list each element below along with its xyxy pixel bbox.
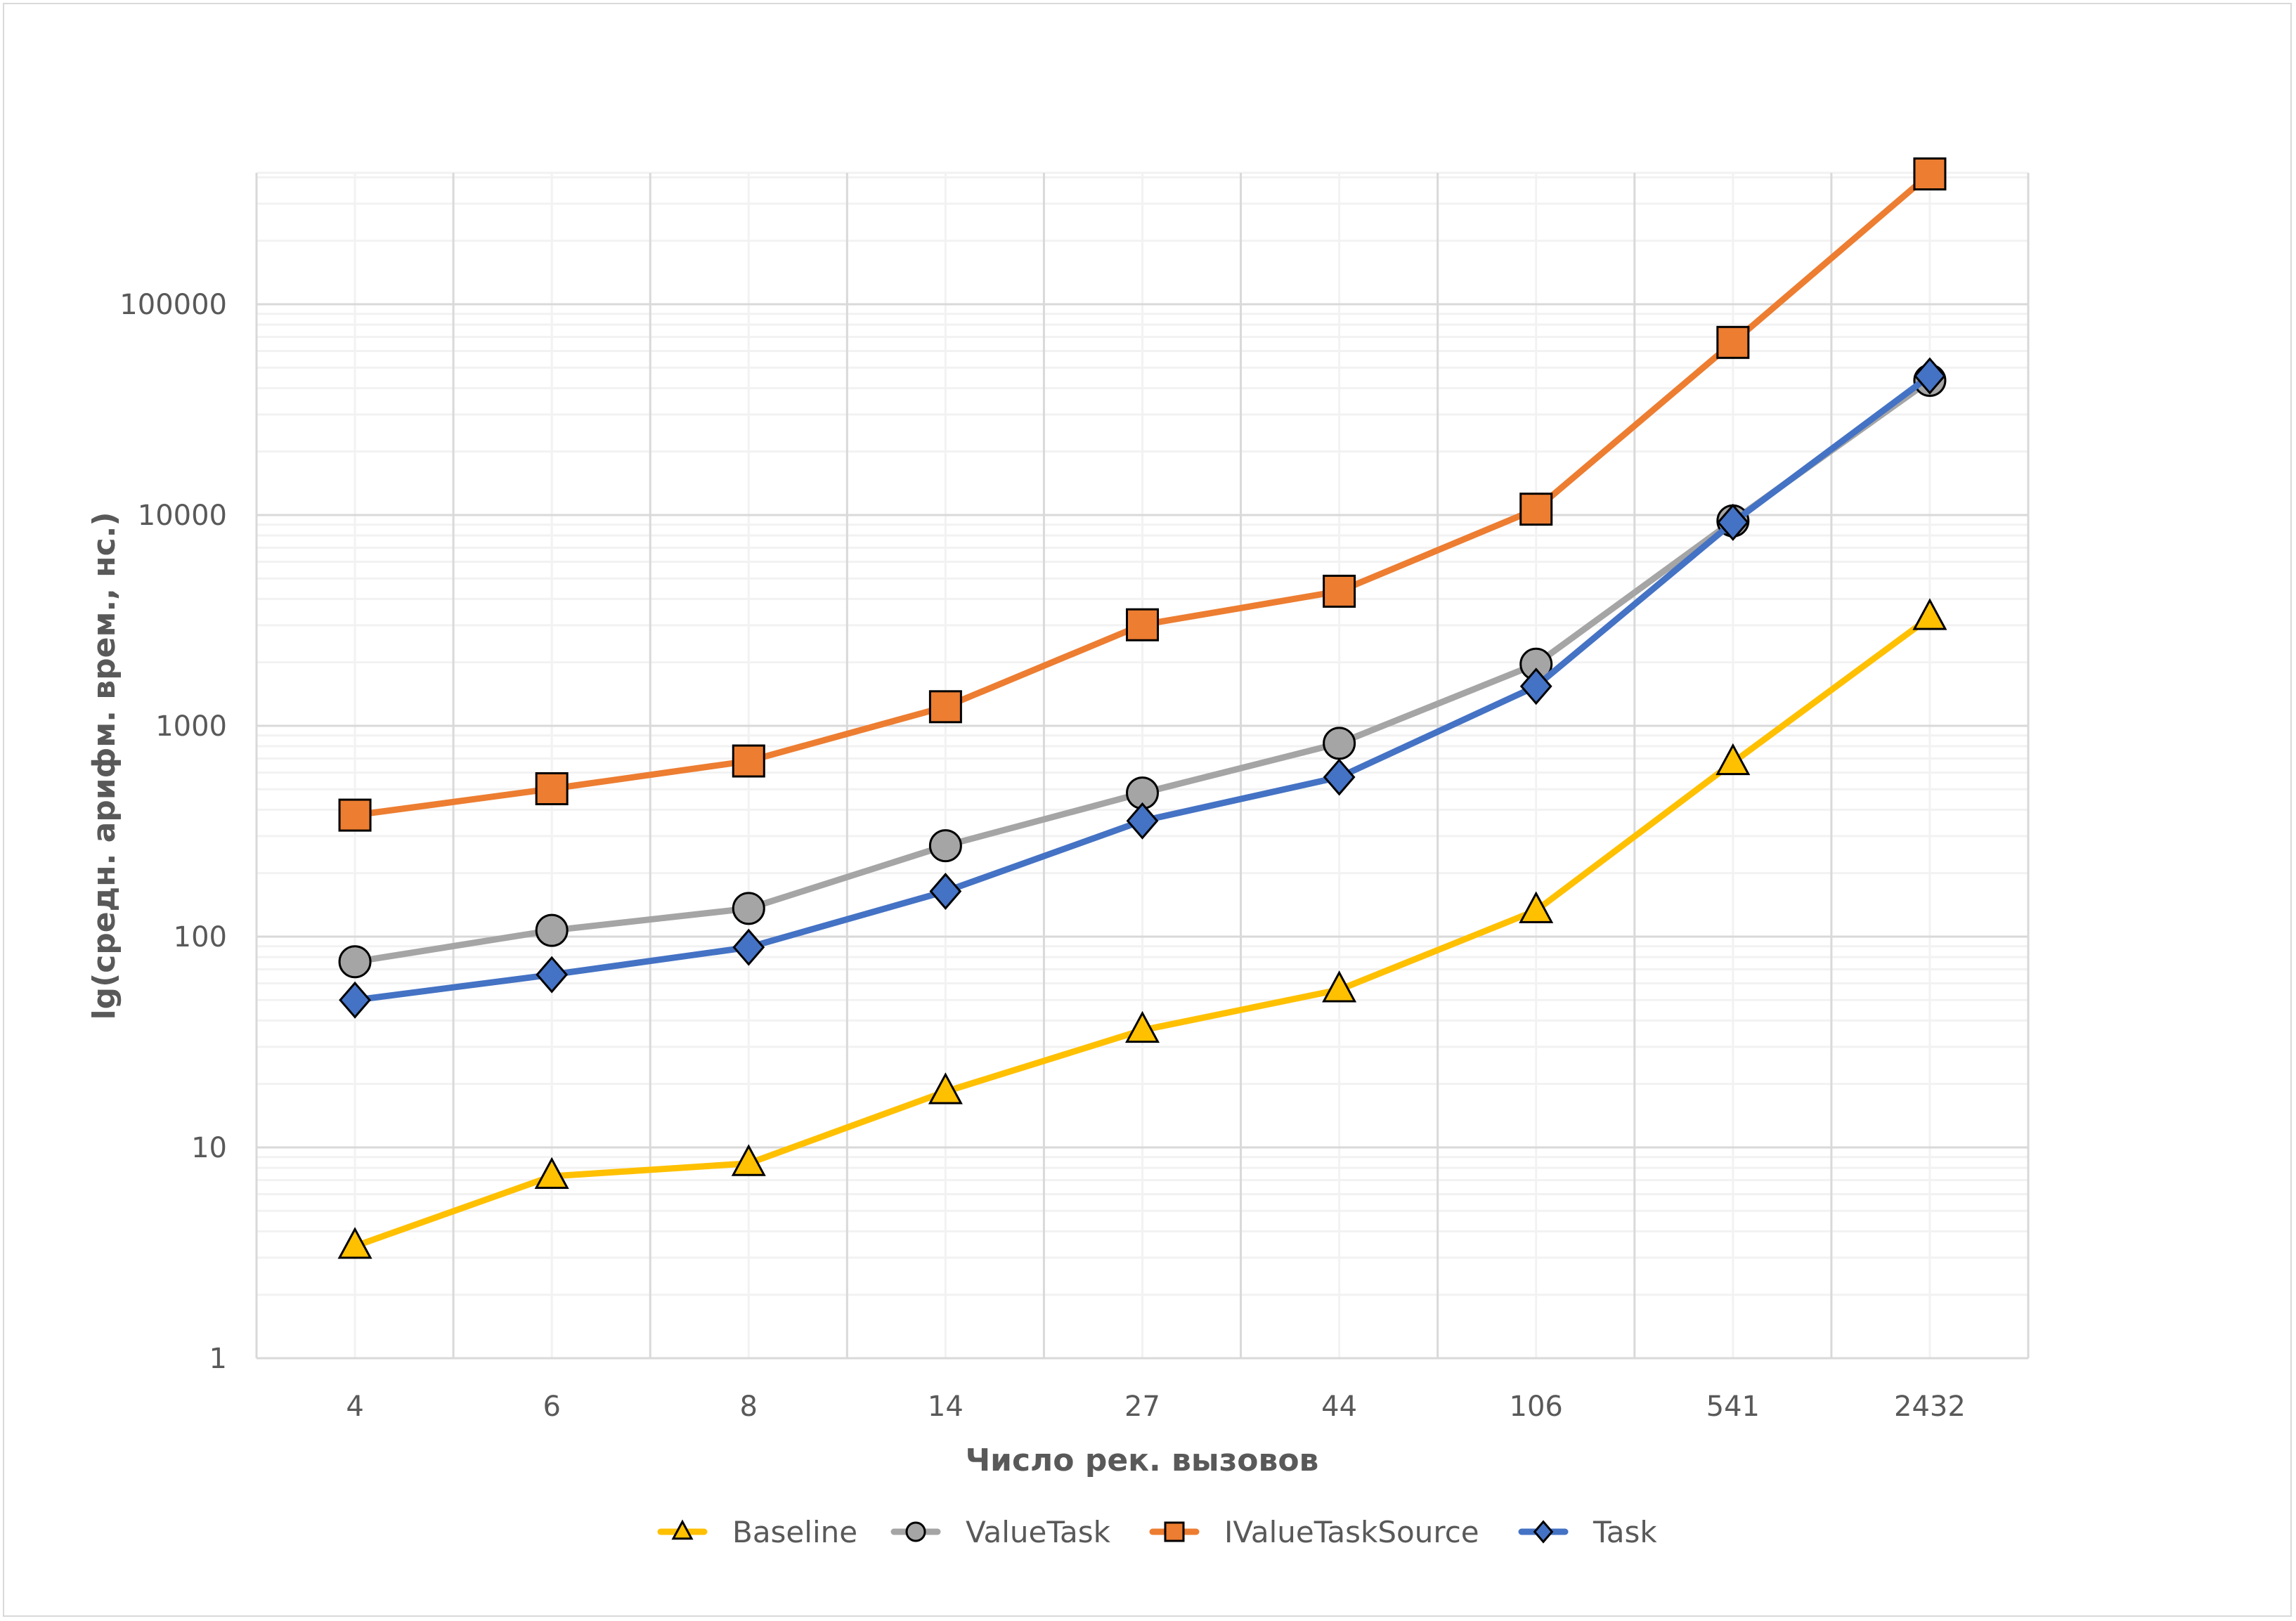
square-marker bbox=[732, 744, 765, 778]
series-group bbox=[337, 157, 1947, 1259]
triangle-marker bbox=[671, 1519, 694, 1540]
legend-item: ValueTask bbox=[890, 1515, 1111, 1549]
y-tick-label: 100000 bbox=[119, 289, 227, 321]
x-tick-label: 541 bbox=[1706, 1391, 1760, 1423]
x-tick-label: 6 bbox=[543, 1391, 560, 1423]
legend-label: Baseline bbox=[732, 1515, 857, 1549]
legend-label: ValueTask bbox=[966, 1515, 1111, 1549]
circle-marker bbox=[905, 1521, 926, 1542]
x-tick-labels: 4 6 8 14 27 44 106 541 2432 bbox=[346, 1391, 1966, 1423]
x-tick-label: 27 bbox=[1124, 1391, 1160, 1423]
circle-marker bbox=[1323, 727, 1356, 760]
series-ivaluetasksource bbox=[338, 157, 1947, 832]
diamond-marker bbox=[1914, 357, 1946, 395]
y-tick-label: 1000 bbox=[155, 710, 227, 743]
square-marker bbox=[1716, 325, 1750, 359]
triangle-marker bbox=[1322, 970, 1357, 1003]
square-marker bbox=[1519, 493, 1553, 526]
x-tick-label: 2432 bbox=[1894, 1391, 1966, 1423]
x-tick-label: 8 bbox=[740, 1391, 758, 1423]
x-tick-label: 106 bbox=[1510, 1391, 1563, 1423]
triangle-marker bbox=[1519, 891, 1554, 923]
circle-marker bbox=[732, 892, 765, 925]
triangle-marker bbox=[337, 1227, 372, 1259]
circle-marker bbox=[535, 913, 569, 947]
gridlines bbox=[255, 171, 2030, 1360]
y-tick-label: 100 bbox=[174, 921, 227, 953]
triangle-marker bbox=[1715, 743, 1751, 776]
diamond-marker bbox=[536, 956, 569, 994]
diamond-marker bbox=[1519, 668, 1552, 705]
square-marker bbox=[1126, 608, 1159, 642]
y-tick-label: 10000 bbox=[138, 500, 227, 532]
x-tick-label: 4 bbox=[346, 1391, 363, 1423]
triangle-marker bbox=[1912, 598, 1947, 630]
diamond-marker bbox=[732, 928, 765, 966]
chart-frame bbox=[3, 3, 2292, 1617]
x-axis-label: Число рек. вызовов bbox=[966, 1443, 1319, 1478]
legend-item: IValueTaskSource bbox=[1149, 1515, 1479, 1549]
square-marker bbox=[535, 772, 569, 806]
legend-label: Task bbox=[1593, 1515, 1657, 1549]
diamond-marker bbox=[1716, 503, 1749, 541]
diamond-marker bbox=[929, 873, 962, 911]
circle-marker bbox=[928, 829, 962, 863]
square-marker bbox=[1164, 1521, 1185, 1542]
diamond-marker bbox=[339, 981, 371, 1019]
diamond-marker bbox=[1126, 802, 1159, 840]
series-task bbox=[339, 357, 1946, 1019]
x-tick-label: 14 bbox=[928, 1391, 964, 1423]
triangle-marker bbox=[731, 1144, 766, 1176]
y-tick-label: 10 bbox=[191, 1132, 227, 1164]
diamond-marker bbox=[1323, 758, 1356, 796]
square-marker bbox=[928, 690, 962, 724]
series-baseline bbox=[337, 598, 1947, 1259]
square-marker bbox=[338, 798, 372, 832]
triangle-marker bbox=[928, 1072, 963, 1105]
circle-marker bbox=[338, 945, 372, 979]
diamond-marker bbox=[1533, 1520, 1554, 1544]
legend: Baseline ValueTask IValueTaskSource Task bbox=[657, 1515, 1657, 1549]
y-tick-label: 1 bbox=[209, 1343, 227, 1375]
legend-label: IValueTaskSource bbox=[1224, 1515, 1479, 1549]
x-tick-label: 44 bbox=[1321, 1391, 1357, 1423]
legend-item: Baseline bbox=[657, 1515, 857, 1549]
y-tick-labels: 1 10 100 1000 10000 100000 bbox=[119, 289, 227, 1375]
square-marker bbox=[1913, 157, 1947, 191]
legend-item: Task bbox=[1518, 1515, 1657, 1549]
series-valuetask bbox=[338, 363, 1947, 979]
y-axis-label: lg(средн. арифм. врем., нс.) bbox=[86, 512, 122, 1020]
triangle-marker bbox=[1124, 1010, 1160, 1043]
square-marker bbox=[1323, 574, 1356, 608]
triangle-marker bbox=[534, 1157, 569, 1189]
